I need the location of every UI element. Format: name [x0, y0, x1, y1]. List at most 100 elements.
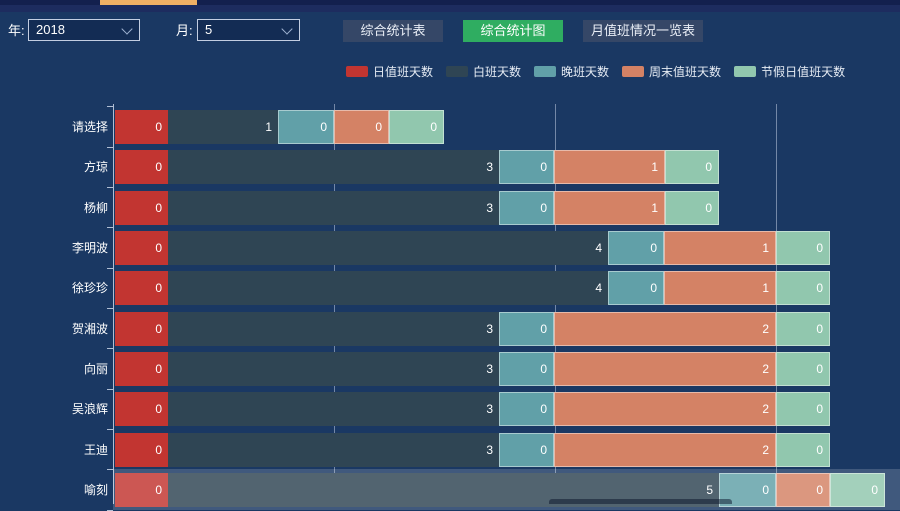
legend-item[interactable]: 晚班天数	[534, 63, 609, 80]
bar-segment[interactable]: 4	[168, 230, 608, 265]
y-axis-tick	[107, 267, 113, 269]
y-axis-tick	[107, 308, 113, 310]
bar-segment[interactable]: 3	[168, 392, 499, 427]
category-label: 吴浪辉	[71, 402, 108, 417]
chevron-down-icon	[121, 23, 133, 35]
bar-segment[interactable]: 0	[115, 110, 168, 144]
top-strip	[0, 0, 900, 5]
bar-segment[interactable]: 2	[554, 311, 776, 346]
year-select-value: 2018	[36, 22, 65, 37]
bar-segment[interactable]: 0	[499, 392, 554, 427]
bar-segment[interactable]: 1	[664, 230, 776, 265]
legend-item[interactable]: 周末值班天数	[622, 63, 721, 80]
y-axis-tick	[107, 429, 113, 431]
bar-segment[interactable]: 0	[115, 150, 168, 185]
bar-segment[interactable]: 1	[554, 190, 665, 225]
legend-label: 白班天数	[473, 65, 522, 79]
tooltip-edge	[549, 499, 732, 504]
year-select[interactable]: 2018	[28, 19, 140, 41]
legend-swatch-icon	[734, 66, 757, 77]
legend-label: 节假日值班天数	[761, 65, 846, 79]
legend-swatch-icon	[346, 66, 368, 77]
summary-table-button[interactable]: 综合统计表	[343, 20, 443, 42]
bar-segment[interactable]: 0	[115, 392, 168, 427]
bar-segment[interactable]: 0	[776, 230, 830, 265]
category-label: 方琼	[83, 160, 108, 175]
bar-segment[interactable]: 0	[115, 271, 168, 306]
category-label: 喻刻	[83, 482, 108, 497]
bar-segment[interactable]: 0	[334, 110, 389, 144]
legend-item[interactable]: 日值班天数	[346, 63, 433, 80]
top-strip-accent	[100, 0, 197, 5]
bar-segment[interactable]: 0	[115, 472, 168, 507]
bar-segment[interactable]: 0	[278, 110, 334, 144]
bar-segment[interactable]: 0	[499, 190, 554, 225]
bar-segment[interactable]: 1	[554, 150, 665, 185]
bar-segment[interactable]: 0	[115, 351, 168, 386]
month-select[interactable]: 5	[197, 19, 300, 41]
bar-segment[interactable]: 0	[608, 271, 664, 306]
bar-segment[interactable]: 0	[776, 271, 830, 306]
bar-segment[interactable]: 2	[554, 351, 776, 386]
legend-label: 晚班天数	[561, 65, 610, 79]
bar-segment[interactable]: 3	[168, 311, 499, 346]
y-axis-tick	[107, 227, 113, 229]
month-select-value: 5	[205, 22, 213, 37]
bar-segment[interactable]: 0	[776, 392, 830, 427]
header-strip	[0, 5, 900, 12]
legend-label: 周末值班天数	[649, 65, 722, 79]
y-axis-tick	[107, 469, 113, 471]
bar-segment[interactable]: 0	[499, 311, 554, 346]
bar-segment[interactable]: 0	[115, 230, 168, 265]
legend-item[interactable]: 白班天数	[446, 63, 521, 80]
bar-segment[interactable]: 0	[776, 311, 830, 346]
bar-segment[interactable]: 0	[608, 230, 664, 265]
bar-segment[interactable]: 1	[664, 271, 776, 306]
category-label: 向丽	[83, 361, 108, 376]
bar-segment[interactable]: 0	[499, 432, 554, 467]
legend-swatch-icon	[534, 66, 557, 77]
month-label: 月:	[176, 23, 193, 38]
bar-segment[interactable]: 0	[665, 150, 719, 185]
bar-segment[interactable]: 0	[115, 190, 168, 225]
highlighted-row-band	[113, 469, 900, 510]
category-label: 贺湘波	[71, 321, 108, 336]
chevron-down-icon	[281, 23, 293, 35]
y-axis-tick	[107, 187, 113, 189]
bar-segment[interactable]: 3	[168, 190, 499, 225]
legend-item[interactable]: 节假日值班天数	[734, 63, 845, 80]
bar-segment[interactable]: 3	[168, 351, 499, 386]
bar-segment[interactable]: 3	[168, 432, 499, 467]
bar-segment[interactable]: 3	[168, 150, 499, 185]
y-axis-line	[113, 104, 114, 504]
summary-chart-button[interactable]: 综合统计图	[463, 20, 563, 42]
category-label: 徐珍珍	[71, 281, 108, 296]
y-axis-tick	[107, 348, 113, 350]
legend: 日值班天数 白班天数 晚班天数 周末值班天数 节假日值班天数	[346, 63, 858, 80]
bar-segment[interactable]: 0	[389, 110, 444, 144]
bar-segment[interactable]: 0	[776, 432, 830, 467]
bar-segment[interactable]: 2	[554, 432, 776, 467]
bar-segment[interactable]: 0	[499, 150, 554, 185]
bar-segment[interactable]: 0	[665, 190, 719, 225]
category-label: 请选择	[71, 120, 108, 134]
bar-segment[interactable]: 0	[115, 311, 168, 346]
bar-segment[interactable]: 4	[168, 271, 608, 306]
bar-segment[interactable]: 2	[554, 392, 776, 427]
bar-segment[interactable]: 0	[115, 432, 168, 467]
bar-segment[interactable]: 0	[499, 351, 554, 386]
legend-swatch-icon	[622, 66, 645, 77]
year-label: 年:	[8, 23, 25, 38]
bar-segment[interactable]: 1	[168, 110, 278, 144]
bar-segment[interactable]: 0	[776, 351, 830, 386]
monthly-duty-overview-button[interactable]: 月值班情况一览表	[583, 20, 703, 42]
